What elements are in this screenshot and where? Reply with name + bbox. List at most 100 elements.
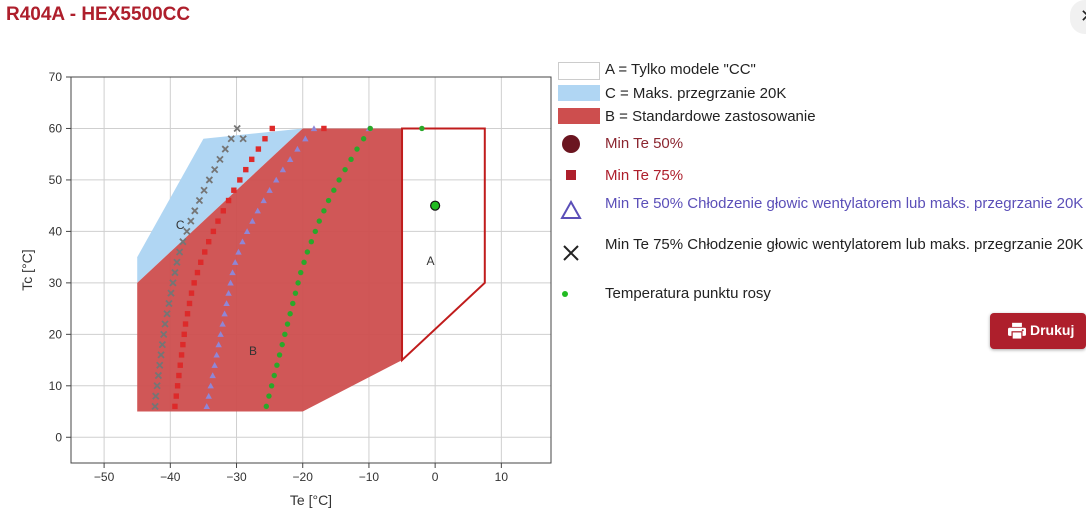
data-point-square [243, 166, 249, 173]
data-point-dot [279, 341, 285, 348]
data-point-dot [316, 218, 322, 224]
data-point-cross [154, 371, 163, 380]
legend-label-c: C = Maks. przegrzanie 20K [605, 85, 787, 102]
data-point-dot [354, 146, 360, 152]
data-point-triangle [249, 217, 256, 224]
data-point-cross [167, 289, 175, 297]
data-point-square [177, 362, 183, 368]
data-point-dot [284, 321, 291, 327]
data-point-triangle [227, 279, 234, 286]
data-point-triangle [225, 289, 232, 296]
legend-label-min-te-50-fan: Min Te 50% Chłodzenie głowic wentylatore… [605, 195, 1084, 212]
data-point-triangle [254, 207, 261, 214]
data-point-triangle [235, 248, 242, 255]
data-point-dot [360, 136, 367, 142]
data-point-cross [152, 392, 160, 400]
data-point-square [249, 156, 255, 163]
data-point-triangle [217, 331, 224, 337]
data-point-square [188, 290, 195, 296]
plot-border [70, 76, 552, 464]
data-point-square [186, 300, 193, 307]
data-point-square [231, 187, 237, 193]
data-point-dot [292, 290, 299, 296]
chart: C B A −50 −40 −30 −20 −10 0 10 0 10 20 30 40 50 60 70 Te [… [19, 70, 552, 508]
data-point-dot [268, 383, 275, 389]
data-point-dot [282, 331, 288, 338]
data-point-cross [191, 207, 199, 215]
data-point-triangle [286, 156, 294, 162]
data-point-cross [233, 124, 241, 133]
data-point-circle [430, 200, 441, 211]
y-tick-label: 30 [49, 276, 63, 290]
data-point-cross [216, 155, 224, 163]
series-3 [263, 125, 425, 410]
data-point-square [182, 321, 189, 327]
data-point-square [262, 136, 268, 142]
data-point-square [174, 383, 181, 389]
data-point-square [206, 238, 212, 245]
page-title: R404A - HEX5500CC [6, 4, 191, 25]
data-point-triangle [279, 166, 287, 173]
data-point-triangle [243, 228, 251, 234]
data-point-square [184, 311, 191, 317]
data-point-square [215, 218, 221, 224]
data-point-triangle [310, 125, 318, 132]
data-point-dot [308, 238, 315, 245]
legend-label-b: B = Standardowe zastosowanie [605, 108, 816, 125]
print-button[interactable]: Drukuj [990, 313, 1086, 349]
legend-swatch-c [558, 85, 600, 101]
data-point-square [172, 403, 178, 410]
x-tick-label: −10 [359, 470, 380, 484]
close-icon: ✕ [1080, 6, 1086, 27]
data-point-cross [187, 217, 195, 225]
data-point-triangle [203, 403, 210, 409]
data-point-triangle [213, 351, 220, 358]
legend-swatch-b [558, 108, 600, 124]
triangle-marker-icon [560, 199, 582, 219]
data-point-cross [175, 248, 184, 256]
data-point-triangle [223, 300, 230, 307]
data-point-cross [179, 238, 187, 246]
data-point-square [269, 125, 275, 132]
close-button[interactable]: ✕ [1070, 0, 1086, 34]
data-point-dot [271, 372, 277, 379]
y-axis-label: Tc [°C] [19, 249, 35, 290]
data-point-square [181, 331, 187, 338]
region-label-b: B [249, 344, 257, 358]
data-point-triangle [229, 269, 236, 276]
legend-label-min-te-75: Min Te 75% [605, 167, 684, 184]
data-point-square [210, 228, 217, 235]
data-point-dot [295, 280, 301, 286]
legend-label-min-te-50: Min Te 50% [605, 135, 684, 152]
series-4 [430, 200, 441, 211]
data-point-cross [151, 402, 159, 411]
data-point-dot [342, 166, 348, 173]
data-point-cross [173, 258, 181, 266]
data-point-square [237, 177, 243, 183]
data-point-square [202, 249, 208, 255]
x-tick-label: −50 [94, 470, 115, 484]
data-point-dot [312, 228, 319, 235]
data-point-cross [153, 382, 161, 390]
data-point-cross [163, 310, 171, 318]
data-point-square [225, 197, 232, 204]
data-point-cross [169, 279, 177, 287]
legend-label-a: A = Tylko modele "CC" [605, 61, 756, 78]
data-point-cross [171, 268, 179, 277]
data-point-square [194, 269, 201, 276]
data-point-triangle [215, 341, 222, 348]
printer-icon [1008, 322, 1026, 340]
legend-swatch-a [558, 62, 600, 80]
data-point-dot [304, 249, 311, 255]
data-point-dot [336, 177, 342, 183]
data-point-cross [165, 299, 173, 308]
y-tick-label: 10 [49, 379, 63, 393]
data-point-dot [266, 393, 272, 399]
y-tick-label: 0 [55, 430, 62, 444]
y-tick-label: 60 [49, 121, 63, 135]
region-label-c: C [176, 218, 185, 232]
data-point-dot [298, 269, 304, 276]
data-point-dot [331, 187, 337, 193]
data-point-triangle [231, 259, 239, 265]
data-point-square [173, 393, 179, 399]
